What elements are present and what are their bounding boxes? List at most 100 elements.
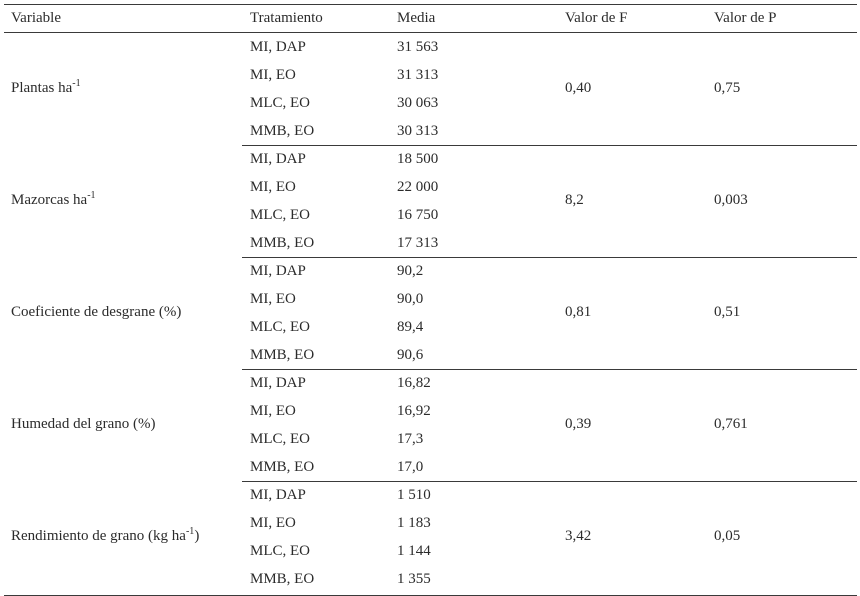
cell-media: 18 500	[397, 151, 439, 167]
table-row: MLC, EO 1 144	[4, 537, 857, 565]
group-separator-rule	[242, 145, 857, 146]
table-row: MI, DAP 18 500	[4, 145, 857, 173]
cell-valor-p: 0,51	[714, 304, 741, 320]
table-row: MLC, EO 17,3	[4, 425, 857, 453]
table-row: MMB, EO 30 313	[4, 117, 857, 145]
table-row: MI, EO 22 000	[4, 173, 857, 201]
cell-valor-f: 3,42	[565, 528, 592, 544]
cell-media: 16 750	[397, 207, 439, 223]
group-separator-rule	[242, 369, 857, 370]
cell-tratamiento: MI, DAP	[250, 487, 306, 503]
cell-valor-p: 0,75	[714, 80, 741, 96]
header-valor-p: Valor de P	[714, 10, 777, 26]
cell-media: 1 144	[397, 543, 431, 559]
table-row: MMB, EO 1 355	[4, 565, 857, 593]
cell-tratamiento: MI, DAP	[250, 263, 306, 279]
cell-tratamiento: MMB, EO	[250, 123, 315, 139]
cell-tratamiento: MI, DAP	[250, 39, 306, 55]
cell-tratamiento: MLC, EO	[250, 95, 310, 111]
cell-media: 90,2	[397, 263, 424, 279]
variable-name: Plantas ha	[11, 80, 73, 96]
cell-media: 31 313	[397, 67, 439, 83]
cell-media: 1 510	[397, 487, 431, 503]
cell-media: 17,0	[397, 459, 424, 475]
cell-media: 1 355	[397, 571, 431, 587]
cell-media: 31 563	[397, 39, 439, 55]
cell-media: 17 313	[397, 235, 439, 251]
cell-media: 16,82	[397, 375, 431, 391]
table-row: MI, DAP 16,82	[4, 369, 857, 397]
cell-media: 90,6	[397, 347, 424, 363]
table-row: MMB, EO 17 313	[4, 229, 857, 257]
table-header: Variable Tratamiento Media Valor de F Va…	[4, 4, 857, 32]
header-media: Media	[397, 10, 436, 26]
cell-valor-f: 0,39	[565, 416, 592, 432]
variable-group: Rendimiento de grano (kg ha-1) MI, DAP 1 5…	[4, 481, 857, 596]
variable-name: Rendimiento de grano (kg ha	[11, 528, 186, 544]
cell-tratamiento: MI, EO	[250, 291, 296, 307]
cell-valor-f: 0,40	[565, 80, 592, 96]
table-row: MI, DAP 1 510	[4, 481, 857, 509]
variable-suffix: )	[194, 528, 200, 544]
cell-tratamiento: MLC, EO	[250, 431, 310, 447]
cell-tratamiento: MI, DAP	[250, 375, 306, 391]
cell-tratamiento: MI, EO	[250, 179, 296, 195]
header-tratamiento: Tratamiento	[250, 10, 323, 26]
header-valor-f: Valor de F	[565, 10, 628, 26]
cell-media: 30 313	[397, 123, 439, 139]
cell-media: 17,3	[397, 431, 424, 447]
variable-unit-exponent: -1	[72, 78, 81, 89]
table-row: MI, EO 31 313	[4, 61, 857, 89]
cell-media: 30 063	[397, 95, 439, 111]
variable-label: Rendimiento de grano (kg ha-1)	[11, 527, 199, 545]
table-header-rule	[4, 32, 857, 33]
cell-valor-p: 0,05	[714, 528, 741, 544]
cell-tratamiento: MMB, EO	[250, 235, 315, 251]
table-row: MMB, EO 90,6	[4, 341, 857, 369]
cell-tratamiento: MLC, EO	[250, 207, 310, 223]
variable-group: Humedad del grano (%) MI, DAP 16,82 MI, EO 1…	[4, 369, 857, 481]
table-row: MI, EO 1 183	[4, 509, 857, 537]
table-row: MLC, EO 16 750	[4, 201, 857, 229]
cell-media: 1 183	[397, 515, 431, 531]
table-row: MI, EO 90,0	[4, 285, 857, 313]
variable-label: Plantas ha-1	[11, 79, 81, 97]
cell-tratamiento: MMB, EO	[250, 459, 315, 475]
variable-label: Coeficiente de desgrane (%)	[11, 303, 181, 321]
cell-valor-p: 0,003	[714, 192, 748, 208]
cell-valor-f: 8,2	[565, 192, 584, 208]
cell-tratamiento: MMB, EO	[250, 571, 315, 587]
cell-tratamiento: MLC, EO	[250, 543, 310, 559]
cell-media: 22 000	[397, 179, 439, 195]
cell-media: 89,4	[397, 319, 424, 335]
cell-media: 16,92	[397, 403, 431, 419]
cell-tratamiento: MI, EO	[250, 67, 296, 83]
variable-unit-exponent: -1	[185, 526, 195, 537]
variable-group: Plantas ha-1 MI, DAP 31 563 MI, EO 31 313 MLC…	[4, 33, 857, 145]
table-row: MLC, EO 89,4	[4, 313, 857, 341]
variable-name: Coeficiente de desgrane (%)	[11, 304, 182, 320]
cell-tratamiento: MI, DAP	[250, 151, 306, 167]
cell-tratamiento: MLC, EO	[250, 319, 310, 335]
cell-valor-f: 0,81	[565, 304, 592, 320]
variable-name: Humedad del grano (%)	[11, 416, 156, 432]
variable-group: Mazorcas ha-1 MI, DAP 18 500 MI, EO 22 000 ML…	[4, 145, 857, 257]
group-separator-rule	[242, 481, 857, 482]
variable-label: Humedad del grano (%)	[11, 415, 156, 433]
table-row: MI, DAP 31 563	[4, 33, 857, 61]
table-top-rule	[4, 4, 857, 5]
table-row: MI, DAP 90,2	[4, 257, 857, 285]
table-row: MI, EO 16,92	[4, 397, 857, 425]
table-row: MMB, EO 17,0	[4, 453, 857, 481]
cell-tratamiento: MI, EO	[250, 515, 296, 531]
variable-name: Mazorcas ha	[11, 192, 88, 208]
variable-unit-exponent: -1	[87, 190, 96, 201]
table-body: Plantas ha-1 MI, DAP 31 563 MI, EO 31 313 MLC…	[4, 33, 857, 596]
header-variable: Variable	[11, 10, 61, 26]
variable-label: Mazorcas ha-1	[11, 191, 96, 209]
cell-tratamiento: MI, EO	[250, 403, 296, 419]
cell-media: 90,0	[397, 291, 424, 307]
cell-valor-p: 0,761	[714, 416, 748, 432]
variable-group: Coeficiente de desgrane (%) MI, DAP 90,2 MI…	[4, 257, 857, 369]
group-separator-rule	[242, 257, 857, 258]
